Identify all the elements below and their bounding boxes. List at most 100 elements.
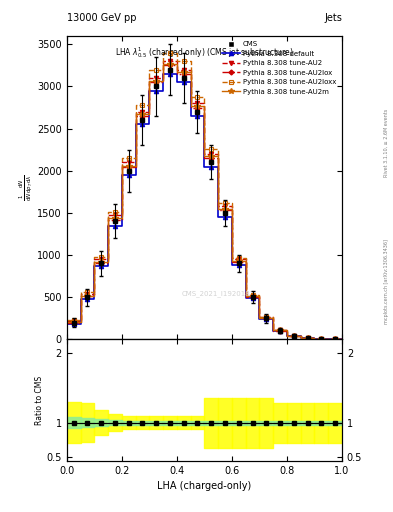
Pythia 8.308 tune-AU2lox xyxy=(147,79,152,86)
Pythia 8.308 tune-AU2m xyxy=(174,69,179,75)
Pythia 8.308 tune-AU2 xyxy=(161,58,165,64)
Text: LHA $\lambda^{1}_{0.5}$ (charged only) (CMS jet substructure): LHA $\lambda^{1}_{0.5}$ (charged only) (… xyxy=(115,45,294,60)
Pythia 8.308 tune-AU2m xyxy=(340,336,344,343)
Pythia 8.308 tune-AU2lox xyxy=(174,71,179,77)
Pythia 8.308 tune-AU2m xyxy=(202,153,207,159)
Line: Pythia 8.308 tune-AU2lox: Pythia 8.308 tune-AU2lox xyxy=(67,66,342,339)
Pythia 8.308 default xyxy=(147,88,152,94)
Line: Pythia 8.308 tune-AU2loxx: Pythia 8.308 tune-AU2loxx xyxy=(67,53,342,339)
Pythia 8.308 tune-AU2loxx xyxy=(271,327,275,333)
Pythia 8.308 tune-AU2lox xyxy=(271,328,275,334)
Pythia 8.308 tune-AU2loxx xyxy=(230,254,234,261)
Pythia 8.308 default xyxy=(161,71,165,77)
Pythia 8.308 tune-AU2 xyxy=(119,159,124,165)
Pythia 8.308 tune-AU2 xyxy=(78,291,83,297)
Pythia 8.308 tune-AU2loxx xyxy=(133,102,138,108)
Pythia 8.308 tune-AU2m xyxy=(64,318,69,325)
Pythia 8.308 tune-AU2 xyxy=(257,314,262,321)
Pythia 8.308 tune-AU2m xyxy=(147,77,152,83)
Pythia 8.308 tune-AU2m xyxy=(78,292,83,298)
Pythia 8.308 tune-AU2m xyxy=(216,206,220,212)
Pythia 8.308 default xyxy=(271,328,275,334)
Pythia 8.308 tune-AU2loxx xyxy=(78,289,83,295)
Pythia 8.308 tune-AU2 xyxy=(326,336,331,343)
Pythia 8.308 default xyxy=(202,163,207,169)
Pythia 8.308 tune-AU2lox xyxy=(230,259,234,265)
Pythia 8.308 default xyxy=(78,296,83,302)
Pythia 8.308 tune-AU2lox xyxy=(257,315,262,322)
Pythia 8.308 tune-AU2loxx xyxy=(326,336,331,343)
Pythia 8.308 tune-AU2loxx xyxy=(340,336,344,343)
Y-axis label: Ratio to CMS: Ratio to CMS xyxy=(35,375,44,424)
Pythia 8.308 default xyxy=(174,79,179,86)
Pythia 8.308 tune-AU2lox xyxy=(340,336,344,343)
Pythia 8.308 tune-AU2m xyxy=(230,258,234,264)
Pythia 8.308 tune-AU2lox xyxy=(161,62,165,69)
Pythia 8.308 default xyxy=(326,336,331,343)
Pythia 8.308 tune-AU2loxx xyxy=(106,209,110,215)
Pythia 8.308 tune-AU2 xyxy=(106,211,110,218)
Text: Rivet 3.1.10, ≥ 2.6M events: Rivet 3.1.10, ≥ 2.6M events xyxy=(384,109,389,178)
Pythia 8.308 tune-AU2lox xyxy=(202,155,207,161)
Text: 13000 GeV pp: 13000 GeV pp xyxy=(67,13,136,23)
Pythia 8.308 tune-AU2m xyxy=(243,293,248,300)
Line: Pythia 8.308 default: Pythia 8.308 default xyxy=(67,74,342,339)
Pythia 8.308 tune-AU2 xyxy=(216,203,220,209)
Pythia 8.308 tune-AU2lox xyxy=(216,207,220,214)
Pythia 8.308 tune-AU2lox xyxy=(312,336,317,342)
Pythia 8.308 tune-AU2lox xyxy=(119,163,124,169)
Pythia 8.308 tune-AU2 xyxy=(230,256,234,262)
Pythia 8.308 default xyxy=(257,316,262,322)
Pythia 8.308 tune-AU2loxx xyxy=(243,292,248,298)
Pythia 8.308 tune-AU2 xyxy=(285,333,289,339)
Pythia 8.308 tune-AU2 xyxy=(174,67,179,73)
Text: CMS_2021_I1920187: CMS_2021_I1920187 xyxy=(182,290,255,297)
Pythia 8.308 tune-AU2m xyxy=(119,163,124,169)
Pythia 8.308 tune-AU2 xyxy=(92,256,97,262)
Pythia 8.308 tune-AU2lox xyxy=(285,333,289,339)
Pythia 8.308 tune-AU2lox xyxy=(243,294,248,300)
Pythia 8.308 tune-AU2lox xyxy=(106,217,110,223)
Pythia 8.308 tune-AU2 xyxy=(340,336,344,343)
Pythia 8.308 tune-AU2m xyxy=(326,336,331,343)
Text: Jets: Jets xyxy=(324,13,342,23)
Pythia 8.308 tune-AU2loxx xyxy=(312,336,317,342)
Pythia 8.308 tune-AU2lox xyxy=(133,113,138,119)
Pythia 8.308 tune-AU2loxx xyxy=(285,333,289,339)
Pythia 8.308 default xyxy=(230,262,234,268)
Pythia 8.308 tune-AU2 xyxy=(202,151,207,157)
Pythia 8.308 tune-AU2 xyxy=(64,318,69,324)
Pythia 8.308 default xyxy=(106,223,110,229)
Pythia 8.308 tune-AU2loxx xyxy=(216,200,220,206)
Pythia 8.308 tune-AU2m xyxy=(133,111,138,117)
Pythia 8.308 tune-AU2loxx xyxy=(161,50,165,56)
Pythia 8.308 tune-AU2loxx xyxy=(92,253,97,260)
Pythia 8.308 tune-AU2 xyxy=(133,109,138,115)
Pythia 8.308 tune-AU2m xyxy=(271,327,275,333)
Pythia 8.308 tune-AU2 xyxy=(243,292,248,298)
Pythia 8.308 tune-AU2 xyxy=(188,100,193,106)
Pythia 8.308 default xyxy=(64,321,69,327)
Pythia 8.308 tune-AU2lox xyxy=(326,336,331,343)
Pythia 8.308 default xyxy=(216,214,220,220)
Y-axis label: $\frac{1}{\mathrm{d}N}\frac{\mathrm{d}N}{\mathrm{d}p_T\,\mathrm{d}\lambda}$: $\frac{1}{\mathrm{d}N}\frac{\mathrm{d}N}… xyxy=(18,174,35,201)
Pythia 8.308 tune-AU2lox xyxy=(298,335,303,341)
Pythia 8.308 tune-AU2 xyxy=(312,336,317,342)
Pythia 8.308 tune-AU2 xyxy=(271,327,275,333)
Pythia 8.308 tune-AU2loxx xyxy=(257,314,262,320)
Pythia 8.308 tune-AU2m xyxy=(298,335,303,341)
Legend: CMS, Pythia 8.308 default, Pythia 8.308 tune-AU2, Pythia 8.308 tune-AU2lox, Pyth: CMS, Pythia 8.308 default, Pythia 8.308 … xyxy=(220,39,338,97)
Pythia 8.308 default xyxy=(243,295,248,301)
Pythia 8.308 tune-AU2loxx xyxy=(202,146,207,152)
Pythia 8.308 tune-AU2m xyxy=(106,215,110,221)
Pythia 8.308 default xyxy=(340,336,344,343)
Pythia 8.308 tune-AU2loxx xyxy=(119,155,124,161)
Pythia 8.308 tune-AU2m xyxy=(312,336,317,342)
Pythia 8.308 default xyxy=(285,333,289,339)
Pythia 8.308 tune-AU2loxx xyxy=(298,335,303,341)
Pythia 8.308 tune-AU2lox xyxy=(78,293,83,300)
Pythia 8.308 default xyxy=(133,121,138,127)
X-axis label: LHA (charged-only): LHA (charged-only) xyxy=(157,481,252,491)
Pythia 8.308 tune-AU2lox xyxy=(92,260,97,266)
Line: Pythia 8.308 tune-AU2: Pythia 8.308 tune-AU2 xyxy=(67,61,342,339)
